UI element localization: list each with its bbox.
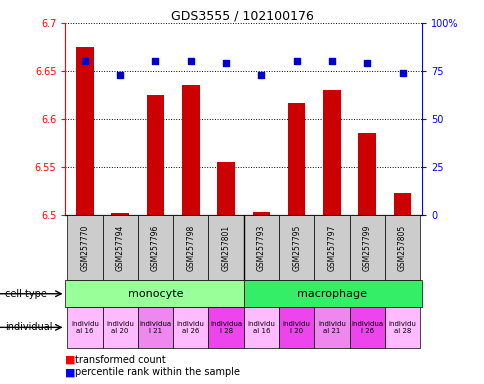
- Text: GSM257805: GSM257805: [397, 225, 406, 271]
- Text: individual: individual: [5, 322, 52, 332]
- Bar: [349, 307, 384, 348]
- Bar: [349, 215, 384, 280]
- Bar: [173, 307, 208, 348]
- Text: monocyte: monocyte: [127, 289, 183, 299]
- Bar: [182, 86, 199, 215]
- Bar: [243, 215, 278, 280]
- Bar: [208, 215, 243, 280]
- Bar: [137, 307, 173, 348]
- Text: ■: ■: [65, 355, 76, 365]
- Point: [257, 72, 265, 78]
- Point: [81, 58, 89, 65]
- Point: [186, 58, 194, 65]
- Text: individu
l 20: individu l 20: [282, 321, 310, 334]
- Text: individu
al 26: individu al 26: [177, 321, 204, 334]
- Point: [327, 58, 335, 65]
- Text: percentile rank within the sample: percentile rank within the sample: [75, 367, 240, 377]
- Text: GSM257798: GSM257798: [186, 225, 195, 271]
- Text: individu
al 21: individu al 21: [318, 321, 345, 334]
- Bar: [65, 280, 243, 307]
- Bar: [322, 90, 340, 215]
- Text: GSM257770: GSM257770: [80, 225, 89, 271]
- Bar: [173, 215, 208, 280]
- Bar: [278, 307, 314, 348]
- Text: individu
al 20: individu al 20: [106, 321, 134, 334]
- Text: GDS3555 / 102100176: GDS3555 / 102100176: [171, 10, 313, 23]
- Text: GSM257793: GSM257793: [257, 225, 265, 271]
- Point: [222, 60, 229, 66]
- Point: [116, 72, 124, 78]
- Bar: [102, 215, 137, 280]
- Bar: [208, 307, 243, 348]
- Text: cell type: cell type: [5, 289, 46, 299]
- Text: individua
l 26: individua l 26: [350, 321, 382, 334]
- Bar: [314, 215, 349, 280]
- Text: individu
al 16: individu al 16: [71, 321, 99, 334]
- Text: GSM257795: GSM257795: [291, 225, 301, 271]
- Text: GSM257801: GSM257801: [221, 225, 230, 271]
- Bar: [243, 280, 421, 307]
- Text: individua
l 28: individua l 28: [210, 321, 242, 334]
- Text: ■: ■: [65, 367, 76, 377]
- Text: transformed count: transformed count: [75, 355, 166, 365]
- Text: GSM257797: GSM257797: [327, 225, 336, 271]
- Bar: [111, 213, 129, 215]
- Bar: [314, 307, 349, 348]
- Point: [398, 70, 406, 76]
- Point: [363, 60, 370, 66]
- Text: individu
al 28: individu al 28: [388, 321, 416, 334]
- Text: GSM257796: GSM257796: [151, 225, 160, 271]
- Text: GSM257799: GSM257799: [362, 225, 371, 271]
- Bar: [358, 134, 375, 215]
- Text: GSM257794: GSM257794: [116, 225, 124, 271]
- Text: macrophage: macrophage: [296, 289, 366, 299]
- Bar: [67, 215, 102, 280]
- Bar: [384, 215, 419, 280]
- Bar: [384, 307, 419, 348]
- Bar: [393, 193, 410, 215]
- Point: [151, 58, 159, 65]
- Text: individu
al 16: individu al 16: [247, 321, 275, 334]
- Bar: [146, 95, 164, 215]
- Bar: [102, 307, 137, 348]
- Bar: [252, 212, 270, 215]
- Bar: [67, 307, 102, 348]
- Text: individua
l 21: individua l 21: [139, 321, 171, 334]
- Bar: [278, 215, 314, 280]
- Bar: [137, 215, 173, 280]
- Bar: [76, 47, 93, 215]
- Bar: [243, 307, 278, 348]
- Point: [292, 58, 300, 65]
- Bar: [217, 162, 234, 215]
- Bar: [287, 103, 305, 215]
